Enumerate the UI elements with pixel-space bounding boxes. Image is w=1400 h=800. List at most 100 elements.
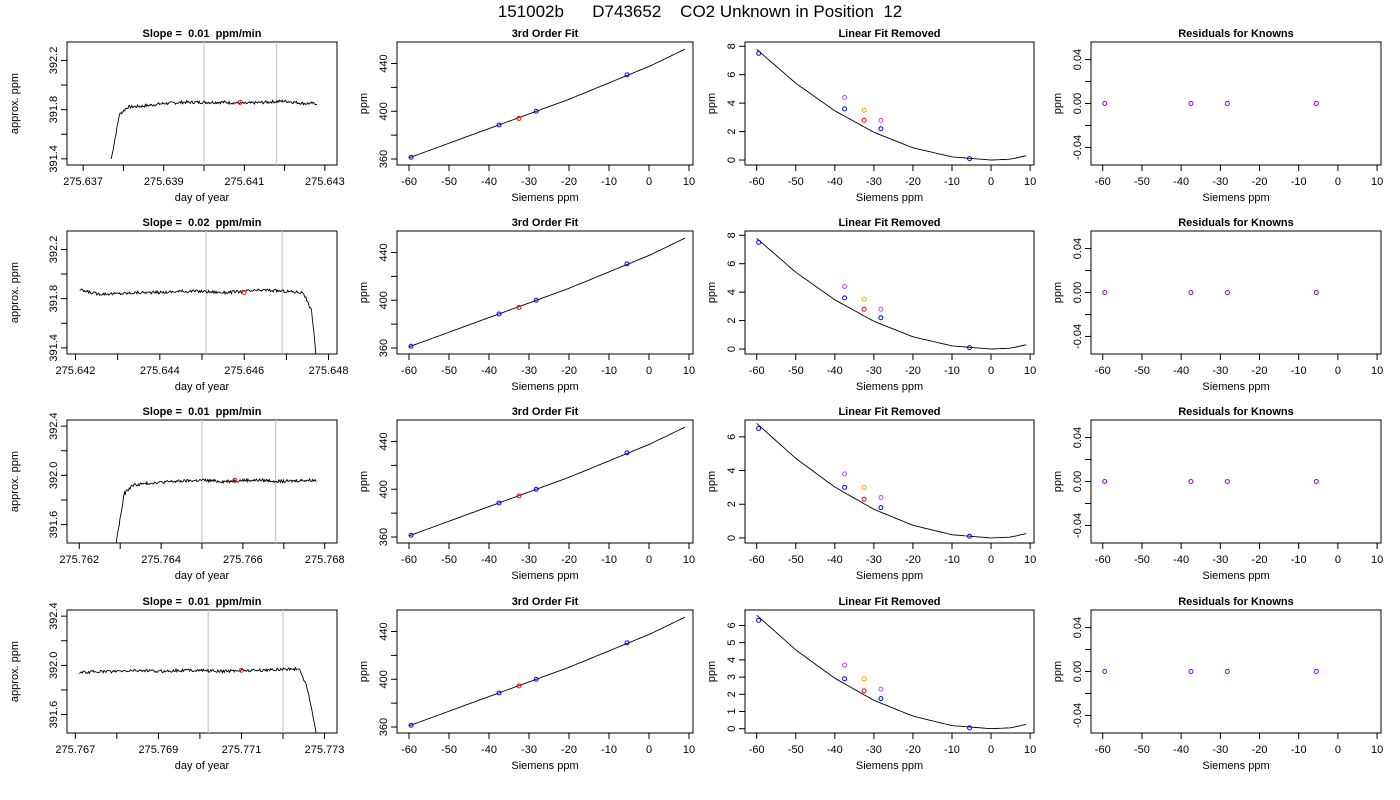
x-tick-label: -50 — [441, 554, 457, 566]
residual-point — [1188, 479, 1194, 484]
x-tick-label: -10 — [1291, 744, 1307, 756]
x-tick-label: -20 — [905, 744, 921, 756]
x-tick-label: -50 — [788, 176, 804, 188]
x-tick-label: 10 — [1371, 365, 1383, 377]
known-point — [533, 486, 539, 492]
plot-frame — [744, 230, 1035, 355]
y-tick-label: -0.04 — [1072, 513, 1084, 538]
y-tick-label: 0.00 — [1072, 93, 1084, 114]
known-point — [624, 640, 630, 646]
residual-point — [1224, 479, 1230, 484]
y-tick-label: 4 — [726, 657, 738, 663]
known-point — [756, 50, 762, 56]
y-tick-label: 392.0 — [48, 652, 60, 680]
chart-title: Linear Fit Removed — [838, 406, 940, 418]
x-axis-label: Siemens ppm — [511, 192, 578, 204]
x-tick-label: 0 — [646, 176, 652, 188]
chart-title: Residuals for Knowns — [1178, 28, 1294, 40]
offset-point — [878, 117, 884, 123]
y-tick-label: 391.4 — [48, 145, 60, 173]
x-tick-label: -40 — [1173, 744, 1189, 756]
known-point — [756, 617, 762, 623]
unknown-point — [861, 306, 867, 312]
x-tick-label: -20 — [905, 365, 921, 377]
x-axis-label: Siemens ppm — [511, 381, 578, 393]
x-axis-label: Siemens ppm — [856, 760, 923, 772]
x-tick-label: -20 — [561, 176, 577, 188]
x-tick-label: 275.764 — [141, 554, 181, 566]
y-tick-label: 391.6 — [48, 511, 60, 539]
known-point — [842, 295, 848, 301]
y-tick-label: 4 — [726, 467, 738, 473]
x-tick-label: -60 — [749, 176, 765, 188]
x-tick-label: -20 — [1252, 744, 1268, 756]
x-tick-label: 275.773 — [305, 744, 345, 756]
x-tick-label: -10 — [944, 176, 960, 188]
x-tick-label: -40 — [481, 554, 497, 566]
y-tick-label: 6 — [726, 261, 738, 267]
x-tick-label: -10 — [944, 744, 960, 756]
ppm-trace — [115, 477, 317, 543]
residual-point — [1102, 479, 1108, 484]
x-axis-label: day of year — [175, 760, 230, 772]
x-tick-label: -10 — [601, 554, 617, 566]
x-tick-label: -30 — [1212, 176, 1228, 188]
offset-unknown-point — [861, 296, 867, 302]
known-point — [878, 696, 884, 702]
chart-panel: Residuals for Knowns -60 -50 -40 -30 -20 -10 0 1… — [1052, 28, 1383, 204]
fit-curve — [756, 423, 1027, 539]
chart-title: 3rd Order Fit — [512, 217, 579, 229]
unknown-point — [516, 304, 522, 310]
y-tick-label: 0.04 — [1072, 617, 1084, 638]
ppm-trace — [110, 99, 318, 159]
known-point — [878, 505, 884, 511]
x-tick-label: -20 — [561, 365, 577, 377]
y-axis-label: ppm — [358, 661, 370, 682]
x-tick-label: -50 — [1134, 554, 1150, 566]
chart-title: 3rd Order Fit — [512, 28, 579, 40]
x-tick-label: 0 — [1335, 744, 1341, 756]
y-tick-label: 440 — [378, 622, 390, 640]
x-tick-label: 275.769 — [139, 744, 179, 756]
unknown-point — [861, 688, 867, 694]
x-tick-label: -50 — [441, 176, 457, 188]
x-tick-label: 0 — [988, 554, 994, 566]
plot-data — [1102, 290, 1319, 295]
x-tick-label: 0 — [988, 176, 994, 188]
offset-point — [842, 283, 848, 289]
x-axis-label: day of year — [175, 381, 230, 393]
chart-panel: Slope = 0.01 ppm/min 275.637 275.639 275.64… — [9, 28, 345, 204]
y-tick-label: 360 — [378, 718, 390, 736]
chart-panel: Residuals for Knowns -60 -50 -40 -30 -20 -10 0 1… — [1052, 406, 1383, 582]
y-axis-label: approx. ppm — [9, 451, 21, 512]
mean-marker — [241, 290, 247, 295]
chart-panel: 3rd Order Fit -60 -50 -40 -30 -20 -10 0 10 360 400… — [358, 28, 695, 204]
y-tick-label: 360 — [378, 150, 390, 168]
plot-data — [1102, 479, 1319, 484]
x-tick-label: 275.639 — [144, 176, 184, 188]
residual-point — [1313, 669, 1319, 674]
plot-data — [79, 231, 317, 354]
plot-frame — [396, 419, 694, 544]
y-axis-label: ppm — [1052, 93, 1064, 114]
y-tick-label: 0 — [726, 726, 738, 732]
y-tick-label: 2 — [726, 501, 738, 507]
plot-frame — [66, 609, 338, 734]
x-tick-label: 275.762 — [59, 554, 99, 566]
x-tick-label: -40 — [827, 744, 843, 756]
x-tick-label: -20 — [905, 554, 921, 566]
x-tick-label: -60 — [401, 744, 417, 756]
fit-curve — [756, 238, 1027, 350]
y-tick-label: 1 — [726, 708, 738, 714]
x-tick-label: -40 — [1173, 554, 1189, 566]
y-axis-label: approx. ppm — [9, 641, 21, 702]
x-tick-label: -30 — [866, 365, 882, 377]
y-axis-label: ppm — [706, 471, 718, 492]
plot-frame — [1090, 41, 1382, 166]
x-tick-label: -40 — [827, 365, 843, 377]
chart-panel: 3rd Order Fit -60 -50 -40 -30 -20 -10 0 10 360 400… — [358, 406, 695, 582]
x-tick-label: -60 — [749, 744, 765, 756]
x-tick-label: -20 — [905, 176, 921, 188]
chart-title: Linear Fit Removed — [838, 217, 940, 229]
